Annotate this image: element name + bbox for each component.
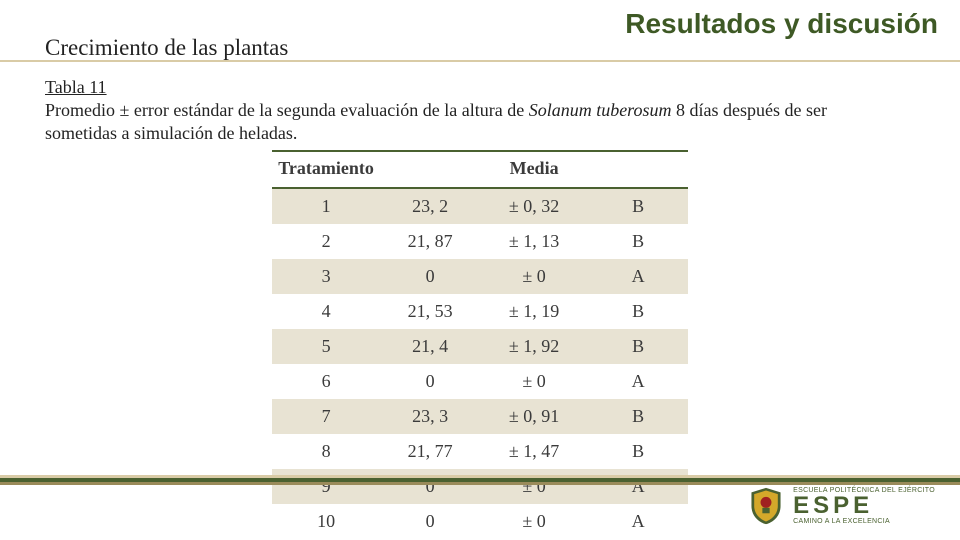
logo-tagline: CAMINO A LA EXCELENCIA	[793, 518, 935, 525]
table-cell-grp: A	[588, 364, 688, 399]
table-cell-err: ± 0	[480, 259, 588, 294]
table-cell-t: 1	[272, 188, 380, 224]
table-cell-mean: 21, 77	[380, 434, 480, 469]
table-cell-mean: 21, 87	[380, 224, 480, 259]
table-cell-t: 10	[272, 504, 380, 539]
table-row: 421, 53± 1, 19B	[272, 294, 688, 329]
th-tratamiento: Tratamiento	[272, 151, 380, 188]
table-row: 60± 0A	[272, 364, 688, 399]
table-cell-mean: 21, 4	[380, 329, 480, 364]
table-cell-err: ± 1, 92	[480, 329, 588, 364]
table-caption: Tabla 11 Promedio ± error estándar de la…	[45, 76, 925, 145]
table-cell-err: ± 0	[480, 504, 588, 539]
table-cell-t: 7	[272, 399, 380, 434]
logo-acronym: ESPE	[793, 494, 935, 518]
table-cell-t: 5	[272, 329, 380, 364]
footer-stripe	[0, 475, 960, 485]
table-cell-grp: B	[588, 188, 688, 224]
table-cell-mean: 23, 3	[380, 399, 480, 434]
th-media: Media	[380, 151, 688, 188]
caption-species: Solanum tuberosum	[529, 100, 672, 120]
table-cell-t: 3	[272, 259, 380, 294]
subtitle: Crecimiento de las plantas	[45, 35, 288, 61]
table-cell-err: ± 1, 47	[480, 434, 588, 469]
table-row: 100± 0A	[272, 504, 688, 539]
table-cell-t: 4	[272, 294, 380, 329]
table-row: 30± 0A	[272, 259, 688, 294]
title-underline	[0, 60, 960, 62]
table-row: 521, 4± 1, 92B	[272, 329, 688, 364]
table-header-row: Tratamiento Media	[272, 151, 688, 188]
table-row: 821, 77± 1, 47B	[272, 434, 688, 469]
table-row: 221, 87± 1, 13B	[272, 224, 688, 259]
table-cell-grp: B	[588, 224, 688, 259]
espe-logo: ESCUELA POLITÉCNICA DEL EJÉRCITO ESPE CA…	[747, 486, 935, 526]
table-cell-t: 6	[272, 364, 380, 399]
table-cell-grp: B	[588, 294, 688, 329]
table-cell-t: 8	[272, 434, 380, 469]
table-cell-err: ± 0, 91	[480, 399, 588, 434]
caption-line1b: 8 días después de ser	[672, 100, 827, 120]
table-cell-grp: B	[588, 399, 688, 434]
table-cell-t: 2	[272, 224, 380, 259]
table-cell-err: ± 1, 19	[480, 294, 588, 329]
table-cell-err: ± 1, 13	[480, 224, 588, 259]
table-cell-mean: 21, 53	[380, 294, 480, 329]
logo-text: ESCUELA POLITÉCNICA DEL EJÉRCITO ESPE CA…	[793, 487, 935, 525]
table-cell-mean: 0	[380, 364, 480, 399]
table-cell-grp: A	[588, 259, 688, 294]
table-cell-mean: 0	[380, 504, 480, 539]
slide: Resultados y discusión Crecimiento de la…	[0, 0, 960, 540]
table-cell-err: ± 0	[480, 364, 588, 399]
table-cell-mean: 23, 2	[380, 188, 480, 224]
table-cell-grp: B	[588, 329, 688, 364]
caption-line2: sometidas a simulación de heladas.	[45, 123, 297, 143]
shield-icon	[747, 486, 785, 526]
table-cell-grp: B	[588, 434, 688, 469]
caption-line1a: Promedio ± error estándar de la segunda …	[45, 100, 529, 120]
table-row: 123, 2± 0, 32B	[272, 188, 688, 224]
table-cell-err: ± 0, 32	[480, 188, 588, 224]
section-title: Resultados y discusión	[625, 8, 938, 40]
table-cell-mean: 0	[380, 259, 480, 294]
table-row: 723, 3± 0, 91B	[272, 399, 688, 434]
table-cell-grp: A	[588, 504, 688, 539]
caption-table-label: Tabla 11	[45, 77, 107, 97]
